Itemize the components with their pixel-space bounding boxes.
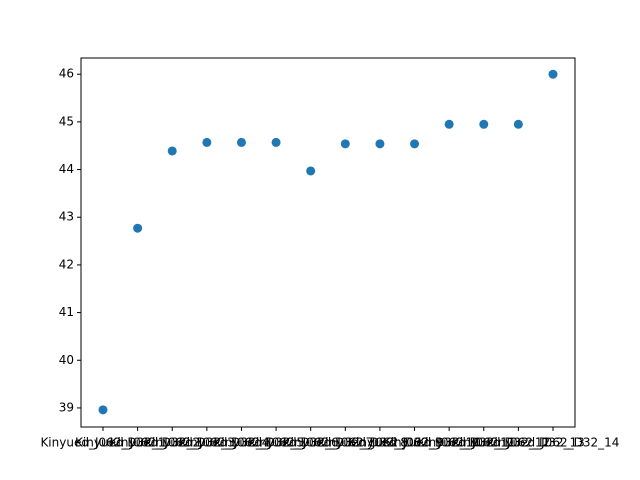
point: [98, 405, 108, 415]
x-tick-label: Kinyued_J062_D32_9: [317, 436, 442, 450]
y-tick-label: 45: [59, 114, 74, 128]
x-tick-label: Kinyued_J062_D32_3: [110, 436, 235, 450]
x-tick-label: Kinyued_J062_D32_6: [214, 436, 339, 450]
y-tick-label: 39: [59, 400, 74, 414]
y-tick-label: 46: [59, 67, 74, 81]
x-tick-label: Kinyued_J062_D32_11: [383, 436, 516, 450]
y-tick-label: 44: [59, 162, 74, 176]
x-tick-label: Kinyued_J062_D32_4: [144, 436, 269, 450]
x-tick-label: Kinyued_J062_D32_13: [452, 436, 585, 450]
point: [444, 119, 454, 129]
point: [513, 119, 523, 129]
x-tick-label: Kinyued_J062_D32_10: [348, 436, 481, 450]
x-tick-label: Kinyued_J062_D32_8: [283, 436, 408, 450]
point: [375, 139, 385, 149]
x-tick-label: Kinyued_J062_D32_1: [40, 436, 165, 450]
point: [340, 139, 350, 149]
point: [306, 166, 316, 176]
point: [202, 137, 212, 147]
point: [236, 137, 246, 147]
y-tick-label: 41: [59, 305, 74, 319]
x-tick-label: Kinyued_J062_D32_7: [248, 436, 373, 450]
y-tick-label: 42: [59, 257, 74, 271]
point: [410, 139, 420, 149]
y-tick-label: 43: [59, 210, 74, 224]
point: [133, 223, 143, 233]
y-tick-label: 40: [59, 353, 74, 367]
x-tick-label: Kinyued_J062_D32_2: [75, 436, 200, 450]
x-tick-label: Kinyued_J062_D32_14: [487, 436, 620, 450]
x-tick-label: Kinyued_J062_D32_5: [179, 436, 304, 450]
point: [548, 69, 558, 79]
axes-frame: [80, 57, 576, 428]
point: [271, 137, 281, 147]
x-tick-label: Kinyued_J062_D32_12: [417, 436, 550, 450]
point: [167, 146, 177, 156]
point: [479, 119, 489, 129]
